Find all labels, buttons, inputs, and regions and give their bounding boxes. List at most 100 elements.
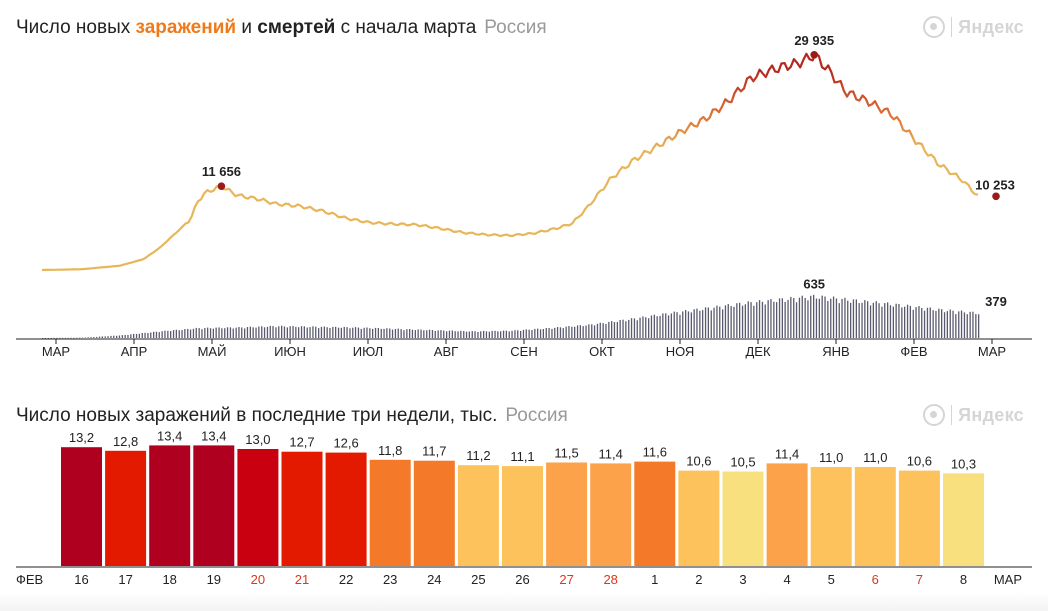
death-bar	[113, 335, 115, 338]
death-bar	[244, 328, 246, 338]
death-bar	[542, 329, 544, 338]
region-label: Россия	[484, 17, 547, 38]
death-bar	[263, 327, 266, 338]
death-bar	[141, 333, 143, 338]
death-bar	[685, 310, 687, 338]
x-tick-label: 16	[74, 572, 88, 587]
title-text: Число новых	[16, 17, 136, 38]
death-bar	[369, 328, 371, 338]
bar-value-label: 13,2	[69, 430, 94, 445]
x-tick-label: 20	[251, 572, 265, 587]
death-bar	[662, 313, 664, 338]
bar	[369, 459, 411, 566]
death-bar	[602, 323, 604, 338]
logo-text: Яндекс	[958, 16, 1024, 37]
death-bar	[636, 320, 638, 338]
death-bar	[892, 306, 894, 338]
peak-dot	[217, 182, 226, 190]
death-bar	[955, 314, 957, 338]
death-bar	[87, 337, 89, 338]
death-bar	[704, 307, 707, 338]
death-bar	[221, 328, 223, 338]
death-bar	[232, 328, 234, 338]
death-bar	[278, 326, 280, 338]
infections-deaths-chart: 11 656 29 935 10 253 635 379 МАР АПР МАЙ ИЮН ИЮЛ…	[16, 33, 1032, 359]
death-bar	[104, 336, 106, 338]
death-bar	[201, 329, 203, 338]
death-bar	[409, 329, 411, 338]
death-bar	[346, 327, 348, 338]
x-tick-label: 19	[207, 572, 221, 587]
death-bar	[645, 317, 647, 338]
death-bar	[881, 306, 883, 338]
death-bar	[135, 333, 138, 338]
death-bar	[878, 303, 880, 338]
bar-value-label: 12,7	[289, 435, 314, 450]
x-tick-label: МАЙ	[198, 344, 227, 359]
death-bar	[258, 326, 260, 338]
bar-value-label: 11,1	[510, 449, 534, 464]
death-bar	[582, 326, 584, 338]
bar	[943, 473, 984, 566]
death-bar	[559, 327, 562, 338]
death-bar	[787, 299, 789, 338]
bar-value-label: 11,8	[378, 443, 402, 458]
death-bar	[562, 328, 564, 338]
death-bar	[107, 336, 109, 338]
death-bar	[283, 326, 286, 338]
bar	[854, 467, 896, 566]
bar-value-label: 11,0	[863, 450, 887, 465]
death-bar	[841, 298, 843, 338]
death-bar	[101, 336, 103, 338]
x-tick-label: 17	[118, 572, 132, 587]
death-bar	[642, 316, 644, 338]
death-bar	[357, 327, 360, 338]
death-bar	[835, 298, 838, 338]
bar	[634, 461, 676, 566]
death-bar	[773, 301, 775, 338]
death-bar	[320, 326, 323, 338]
x-tick-label: 25	[471, 572, 485, 587]
x-tick-label: АВГ	[434, 344, 458, 359]
logo-divider	[951, 17, 953, 37]
death-bar	[431, 330, 434, 338]
bar-value-label: 13,4	[157, 428, 182, 443]
region-label: Россия	[505, 405, 568, 426]
death-bar	[303, 326, 305, 338]
death-bar	[502, 330, 505, 338]
death-bar	[591, 324, 593, 338]
death-bar	[801, 295, 803, 338]
death-bar	[707, 307, 709, 338]
yandex-logo: Яндекс	[923, 404, 1024, 426]
death-bar	[474, 331, 476, 338]
death-bar	[42, 338, 44, 339]
death-bar	[56, 337, 58, 339]
death-bar	[505, 330, 507, 338]
death-bar	[551, 328, 553, 338]
death-bar	[747, 301, 749, 338]
peak-dot	[810, 51, 818, 59]
bottom-chart-title: Число новых заражений в последние три не…	[16, 404, 568, 428]
death-bar	[73, 337, 75, 339]
death-bar	[656, 316, 658, 338]
top-chart-title: Число новых заражений и смертей с начала…	[16, 16, 547, 40]
death-bar	[380, 328, 382, 338]
death-bar	[699, 310, 701, 338]
bar	[193, 445, 235, 566]
death-bar	[963, 312, 966, 338]
death-bar	[323, 326, 325, 338]
infections-line	[41, 52, 979, 272]
death-bar	[272, 326, 274, 338]
death-bar	[312, 326, 314, 338]
death-bar	[929, 307, 931, 338]
death-bar	[175, 329, 177, 338]
month-label-left: ФЕВ	[16, 572, 43, 587]
death-bar	[292, 326, 294, 338]
death-bar	[130, 334, 132, 338]
x-tick-label: 28	[603, 572, 617, 587]
death-bar	[281, 325, 283, 338]
death-bar	[255, 327, 257, 338]
death-bar	[875, 301, 877, 338]
death-bar	[539, 329, 542, 338]
death-bar	[710, 310, 712, 338]
